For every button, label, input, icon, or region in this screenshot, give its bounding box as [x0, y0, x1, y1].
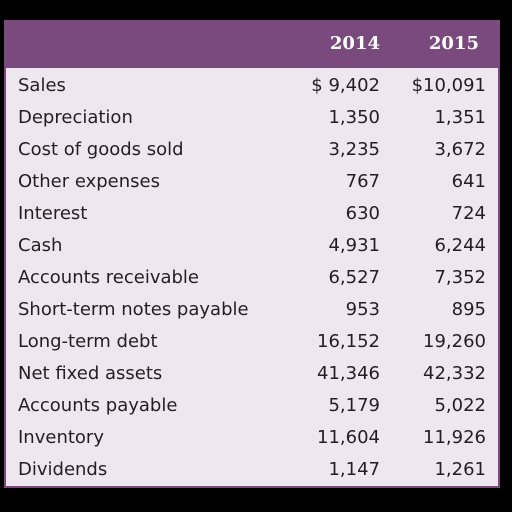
row-label: Dividends: [18, 454, 107, 486]
value-2015: 19,260: [384, 326, 486, 358]
table-row: Short-term notes payable 953 895: [6, 294, 498, 326]
value-2015: 5,022: [384, 390, 486, 422]
value-2015: 1,351: [384, 102, 486, 134]
table-row: Sales $ 9,402 $10,091: [6, 70, 498, 102]
table-row: Inventory 11,604 11,926: [6, 422, 498, 454]
row-label: Net fixed assets: [18, 358, 162, 390]
value-2015: 895: [384, 294, 486, 326]
table-row: Cash 4,931 6,244: [6, 230, 498, 262]
table-row: Other expenses 767 641: [6, 166, 498, 198]
table-row: Accounts payable 5,179 5,022: [6, 390, 498, 422]
value-2014: 1,147: [284, 454, 380, 486]
value-2014: 4,931: [284, 230, 380, 262]
row-label: Sales: [18, 70, 66, 102]
row-label: Depreciation: [18, 102, 133, 134]
table-row: Interest 630 724: [6, 198, 498, 230]
table-row: Long-term debt 16,152 19,260: [6, 326, 498, 358]
table-row: Dividends 1,147 1,261: [6, 454, 498, 486]
value-2014: 767: [284, 166, 380, 198]
value-2015: 1,261: [384, 454, 486, 486]
header-year-2015: 2015: [399, 32, 479, 56]
value-2014: 41,346: [284, 358, 380, 390]
value-2014: 11,604: [284, 422, 380, 454]
value-2015: 724: [384, 198, 486, 230]
value-2015: 11,926: [384, 422, 486, 454]
value-2015: $10,091: [384, 70, 486, 102]
value-2014: 953: [284, 294, 380, 326]
value-2014: 1,350: [284, 102, 380, 134]
table-row: Net fixed assets 41,346 42,332: [6, 358, 498, 390]
table-row: Depreciation 1,350 1,351: [6, 102, 498, 134]
row-label: Cost of goods sold: [18, 134, 184, 166]
table-row: Cost of goods sold 3,235 3,672: [6, 134, 498, 166]
value-2015: 7,352: [384, 262, 486, 294]
table-header: 2014 2015: [6, 22, 498, 68]
value-2014: 3,235: [284, 134, 380, 166]
header-year-2014: 2014: [300, 32, 380, 56]
row-label: Accounts receivable: [18, 262, 199, 294]
row-label: Cash: [18, 230, 62, 262]
row-label: Inventory: [18, 422, 104, 454]
value-2015: 42,332: [384, 358, 486, 390]
row-label: Short-term notes payable: [18, 294, 249, 326]
value-2014: 16,152: [284, 326, 380, 358]
value-2015: 6,244: [384, 230, 486, 262]
value-2015: 3,672: [384, 134, 486, 166]
row-label: Other expenses: [18, 166, 160, 198]
table-row: Accounts receivable 6,527 7,352: [6, 262, 498, 294]
value-2014: 6,527: [284, 262, 380, 294]
row-label: Long-term debt: [18, 326, 158, 358]
row-label: Accounts payable: [18, 390, 177, 422]
row-label: Interest: [18, 198, 87, 230]
value-2015: 641: [384, 166, 486, 198]
value-2014: $ 9,402: [284, 70, 380, 102]
value-2014: 5,179: [284, 390, 380, 422]
financial-table: 2014 2015 Sales $ 9,402 $10,091 Deprecia…: [4, 20, 500, 488]
value-2014: 630: [284, 198, 380, 230]
